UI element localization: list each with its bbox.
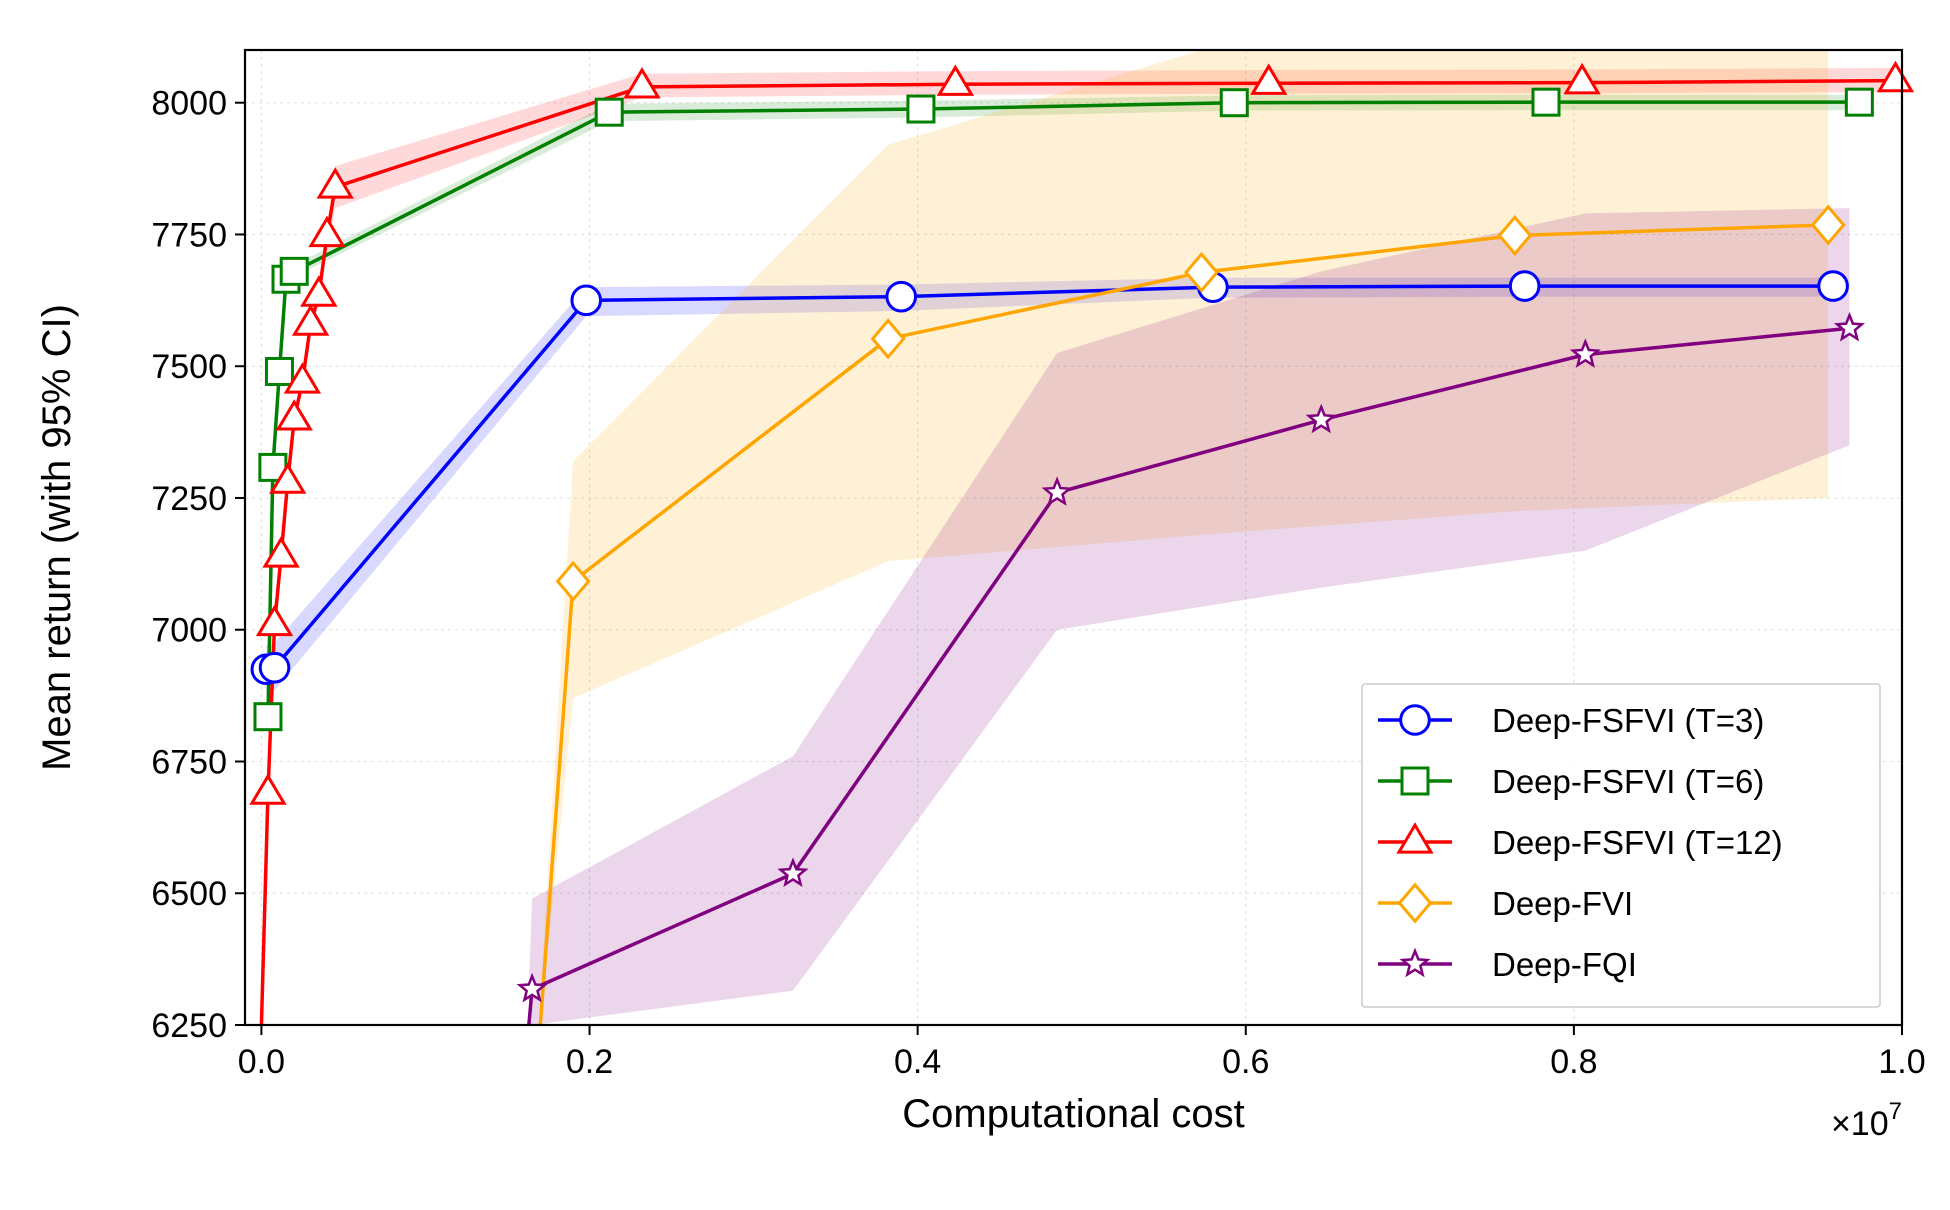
data-point-deep-fsfvi-t-12 <box>262 536 300 568</box>
data-point-deep-fsfvi-t-3 <box>885 280 918 313</box>
x-tick-label: 0.4 <box>894 1043 941 1081</box>
x-axis-title: Computational cost <box>902 1092 1244 1136</box>
series-line-deep-fsfvi-t-6 <box>266 100 1860 717</box>
data-point-deep-fsfvi-t-12 <box>300 275 338 307</box>
x-tick-label: 1.0 <box>1878 1043 1925 1081</box>
data-point-deep-fsfvi-t-12 <box>291 304 330 336</box>
data-point-deep-fsfvi-t-12 <box>275 399 313 431</box>
series-line-deep-fsfvi-t-12 <box>259 78 1896 1025</box>
confidence-bands <box>261 50 1896 1025</box>
data-point-deep-fvi <box>555 560 591 602</box>
data-point-deep-fsfvi-t-12 <box>283 362 322 394</box>
data-point-deep-fsfvi-t-3 <box>1817 270 1849 302</box>
data-point-deep-fsfvi-t-6 <box>1219 88 1249 118</box>
data-point-deep-fsfvi-t-6 <box>906 94 936 124</box>
data-point-deep-fsfvi-t-12 <box>1876 60 1915 93</box>
x-multiplier-base: ×10 <box>1831 1105 1889 1143</box>
legend-marker-deep-fqi <box>1399 947 1431 978</box>
x-axis-multiplier: ×107 <box>1831 1098 1902 1143</box>
legend-box <box>1361 683 1881 1008</box>
x-multiplier-exponent: 7 <box>1889 1098 1902 1125</box>
data-point-deep-fvi <box>1810 204 1846 246</box>
data-point-deep-fqi <box>516 972 548 1003</box>
data-point-deep-fqi <box>1305 403 1337 434</box>
data-point-deep-fqi <box>1569 338 1601 368</box>
y-axis-title: Mean return (with 95% CI) <box>35 304 79 771</box>
series-markers <box>249 60 1915 1003</box>
y-tick-label: 7750 <box>151 216 227 254</box>
data-point-deep-fvi <box>1184 251 1219 293</box>
data-point-deep-fqi <box>777 857 809 887</box>
legend-label-deep-fqi: Deep-FQI <box>1492 946 1637 983</box>
legend-marker-deep-fsfvi-t-3 <box>1399 704 1431 736</box>
plot-frame <box>243 48 1904 1027</box>
data-point-deep-fsfvi-t-6 <box>279 256 309 286</box>
y-tick-label: 7500 <box>151 348 227 386</box>
data-point-deep-fsfvi-t-12 <box>936 64 975 96</box>
y-tick-label: 6500 <box>151 875 227 913</box>
ci-band-deep-fsfvi-t-12 <box>261 67 1896 1025</box>
x-tick-label: 0.2 <box>566 1043 613 1081</box>
data-point-deep-fsfvi-t-12 <box>1563 62 1601 95</box>
data-point-deep-fsfvi-t-6 <box>253 702 283 732</box>
data-point-deep-fsfvi-t-3 <box>1508 270 1541 302</box>
y-tick-label: 7000 <box>151 612 227 650</box>
y-tick-label: 6250 <box>151 1007 227 1045</box>
axis-ticks: 0.0 0.2 0.4 0.6 0.8 1.0 6250 6500 6750 7000 7250 75… <box>151 85 1925 1081</box>
data-point-deep-fsfvi-t-12 <box>255 604 294 637</box>
data-point-deep-fsfvi-t-6 <box>1531 87 1561 117</box>
data-point-deep-fvi <box>870 318 906 360</box>
data-point-deep-fsfvi-t-6 <box>264 356 294 386</box>
data-point-deep-fqi <box>1041 476 1073 506</box>
data-point-deep-fsfvi-t-3 <box>570 284 603 317</box>
data-point-deep-fsfvi-t-12 <box>308 215 346 248</box>
y-tick-label: 7250 <box>151 480 227 518</box>
x-tick-label: 0.6 <box>1222 1043 1269 1081</box>
x-tick-label: 0.8 <box>1550 1043 1597 1081</box>
legend-marker-deep-fvi <box>1397 882 1433 924</box>
data-point-deep-fsfvi-t-12 <box>249 773 287 805</box>
data-point-deep-fsfvi-t-12 <box>268 462 307 494</box>
series-line-deep-fvi <box>538 223 1829 1025</box>
data-point-deep-fsfvi-t-12 <box>623 67 661 99</box>
ci-band-deep-fqi <box>528 208 1850 1025</box>
data-point-deep-fsfvi-t-12 <box>316 167 354 199</box>
legend-label-deep-fsfvi-t-12: Deep-FSFVI (T=12) <box>1492 824 1783 861</box>
legend-label-deep-fvi: Deep-FVI <box>1492 885 1633 922</box>
legend: Deep-FSFVI (T=3) Deep-FSFVI (T=6) Deep-FSF… <box>1361 683 1881 1008</box>
ci-band-deep-fvi <box>540 50 1829 1025</box>
data-point-deep-fqi <box>1833 311 1866 342</box>
data-point-deep-fsfvi-t-3 <box>258 651 291 684</box>
x-tick-label: 0.0 <box>238 1043 285 1081</box>
legend-label-deep-fsfvi-t-3: Deep-FSFVI (T=3) <box>1492 702 1764 739</box>
legend-label-deep-fsfvi-t-6: Deep-FSFVI (T=6) <box>1492 763 1764 800</box>
y-tick-label: 6750 <box>151 743 227 781</box>
data-point-deep-fvi <box>1497 214 1533 257</box>
legend-marker-deep-fsfvi-t-6 <box>1400 766 1430 796</box>
data-point-deep-fsfvi-t-6 <box>594 97 624 127</box>
y-tick-label: 8000 <box>151 85 227 123</box>
legend-marker-deep-fsfvi-t-12 <box>1396 822 1434 854</box>
data-point-deep-fsfvi-t-6 <box>1844 87 1874 117</box>
data-point-deep-fsfvi-t-12 <box>1250 63 1288 95</box>
